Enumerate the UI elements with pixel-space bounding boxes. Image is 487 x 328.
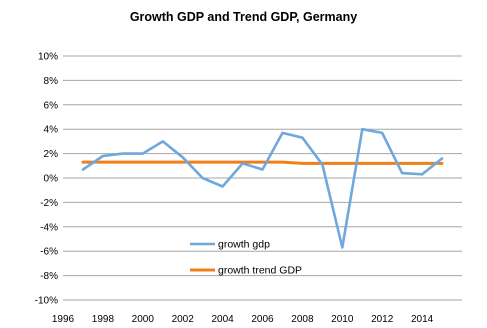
series-line-growth-gdp xyxy=(81,127,444,249)
x-tick-label: 2002 xyxy=(172,314,195,325)
y-tick-label: 2% xyxy=(44,149,59,160)
x-tick-label: 2000 xyxy=(132,314,155,325)
y-tick-label: -2% xyxy=(40,198,58,209)
y-tick-label: 6% xyxy=(44,100,59,111)
y-tick-label: 4% xyxy=(44,125,59,136)
x-axis-tick-labels: 1996 1998 2000 2002 2004 2006 2008 2010 2012 2014 xyxy=(52,314,434,325)
x-tick-label: 2010 xyxy=(331,314,354,325)
y-tick-label: -6% xyxy=(40,247,58,258)
legend-entry-label: growth gdp xyxy=(218,239,270,251)
gridlines xyxy=(63,55,462,301)
chart-title: Growth GDP and Trend GDP, Germany xyxy=(129,10,358,24)
y-tick-label: -10% xyxy=(35,296,58,307)
x-tick-label: 2014 xyxy=(411,314,434,325)
y-tick-label: 0% xyxy=(44,174,59,185)
series-lines xyxy=(81,127,444,249)
y-tick-label: -8% xyxy=(40,271,58,282)
x-tick-label: 2012 xyxy=(371,314,394,325)
x-tick-label: 2008 xyxy=(291,314,314,325)
x-tick-label: 2006 xyxy=(251,314,274,325)
x-tick-label: 2004 xyxy=(211,314,234,325)
legend: growth gdp growth trend GDP xyxy=(190,239,302,277)
y-tick-label: 10% xyxy=(38,52,58,63)
y-axis-tick-labels: 10% 8% 6% 4% 2% 0% -2% -4% -6% -8% -10% xyxy=(35,52,58,307)
legend-entry-label: growth trend GDP xyxy=(218,265,302,277)
x-tick-label: 1998 xyxy=(92,314,115,325)
series-line-growth-trend-gdp xyxy=(81,160,444,165)
y-tick-label: 8% xyxy=(44,76,59,87)
y-tick-label: -4% xyxy=(40,222,58,233)
x-tick-label: 1996 xyxy=(52,314,75,325)
